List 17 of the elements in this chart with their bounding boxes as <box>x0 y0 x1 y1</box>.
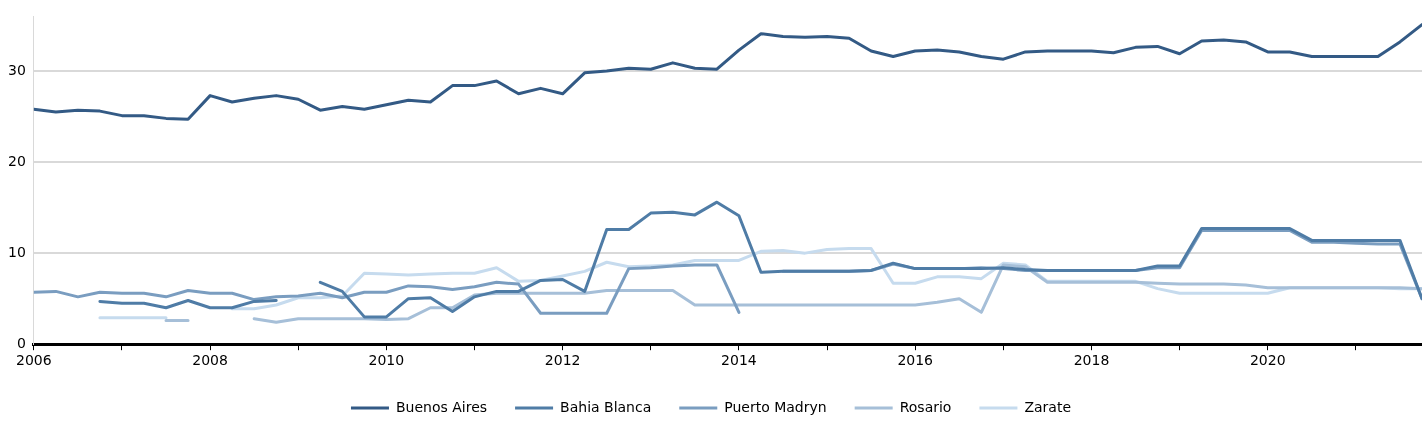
y-tick-label: 10 <box>7 243 26 260</box>
legend-label: Puerto Madryn <box>724 398 827 415</box>
x-tick-label: 2006 <box>15 352 52 369</box>
y-tick-label: 30 <box>7 61 26 78</box>
x-tick-label: 2018 <box>1073 352 1110 369</box>
x-tick-label: 2020 <box>1249 352 1286 369</box>
y-tick-label: 20 <box>7 152 26 169</box>
x-tick-label: 2014 <box>721 352 757 369</box>
x-tick-label: 2012 <box>544 352 581 369</box>
y-tick-label: 0 <box>16 334 26 351</box>
x-tick-label: 2008 <box>192 352 228 369</box>
legend-label: Rosario <box>899 398 952 415</box>
legend-label: Buenos Aires <box>395 398 488 415</box>
x-tick-label: 2016 <box>897 352 934 369</box>
legend-label: Zarate <box>1024 398 1072 415</box>
legend-label: Bahia Blanca <box>560 398 652 415</box>
x-tick-label: 2010 <box>368 352 405 369</box>
